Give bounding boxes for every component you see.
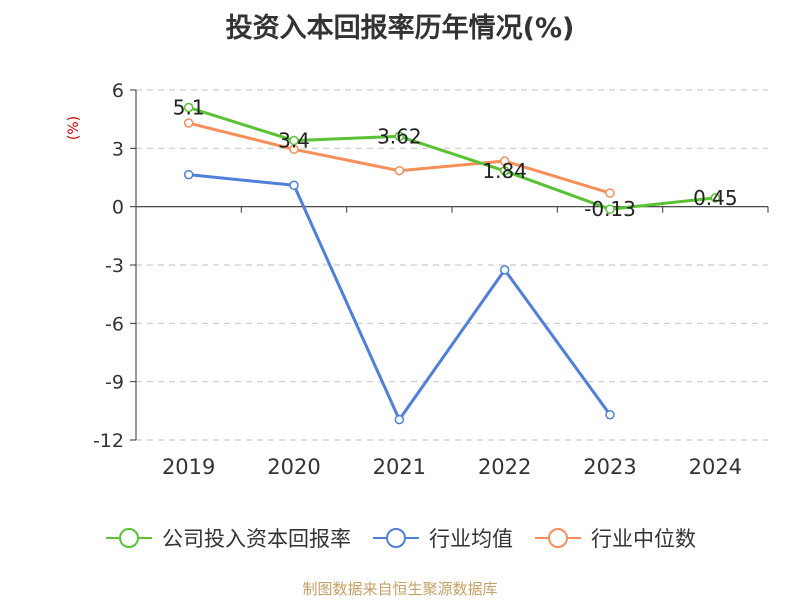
y-tick-label: -6 bbox=[105, 313, 124, 335]
x-tick-label: 2020 bbox=[267, 455, 320, 479]
data-point bbox=[499, 156, 510, 166]
y-tick-label: -9 bbox=[105, 372, 124, 394]
axes: 6 3 0 -3 -6 -9 -12 2019 2020 2021 2022 2023 2024 bbox=[93, 80, 769, 479]
x-tick-label: 2023 bbox=[583, 455, 636, 479]
x-tick-label: 2021 bbox=[373, 455, 426, 479]
legend-item-industry-mean[interactable]: 行业均值 bbox=[371, 523, 513, 553]
legend-label: 公司投入资本回报率 bbox=[162, 527, 351, 551]
data-label: 3.62 bbox=[377, 124, 422, 148]
data-label: 0.45 bbox=[693, 186, 738, 210]
data-label: 1.84 bbox=[482, 159, 527, 183]
data-point bbox=[499, 265, 510, 275]
data-point bbox=[289, 180, 299, 191]
y-tick-label: 0 bbox=[112, 197, 124, 219]
data-point bbox=[605, 409, 615, 420]
data-point bbox=[394, 131, 405, 142]
legend-item-industry-median[interactable]: 行业中位数 bbox=[533, 523, 696, 553]
legend: 公司投入资本回报率 行业均值 行业中位数 bbox=[0, 520, 800, 556]
legend-line-circle-icon bbox=[535, 528, 581, 548]
series-line bbox=[188, 106, 716, 211]
chart-title: 投资入本回报率历年情况(%) bbox=[225, 13, 575, 44]
y-tick-label: 6 bbox=[112, 80, 124, 102]
data-point bbox=[710, 193, 721, 203]
legend-label: 行业均值 bbox=[429, 527, 513, 551]
data-point bbox=[394, 414, 405, 425]
data-point bbox=[605, 204, 615, 214]
x-tick-label: 2022 bbox=[478, 455, 531, 479]
grid-lines bbox=[136, 89, 768, 441]
line-chart: 6 3 0 -3 -6 -9 -12 2019 2020 2021 2022 2023 2024 5.1… bbox=[66, 80, 769, 479]
data-point bbox=[499, 166, 510, 176]
legend-swatch-marker bbox=[548, 528, 568, 548]
x-tick-label: 2019 bbox=[162, 455, 215, 479]
y-tick-label: 3 bbox=[112, 138, 124, 160]
series-line bbox=[188, 173, 612, 422]
data-point bbox=[289, 135, 299, 146]
legend-line-circle-icon bbox=[373, 528, 419, 548]
series bbox=[183, 102, 721, 425]
legend-label: 行业中位数 bbox=[591, 527, 696, 551]
data-point bbox=[183, 118, 194, 128]
legend-line-circle-icon bbox=[106, 528, 152, 548]
y-tick-label: -12 bbox=[93, 430, 124, 452]
data-point bbox=[183, 169, 194, 180]
data-labels: 5.1 3.4 3.62 1.84 -0.13 0.45 bbox=[173, 96, 738, 222]
data-label: 5.1 bbox=[173, 96, 205, 120]
data-point bbox=[394, 165, 405, 176]
x-tick-label: 2024 bbox=[689, 455, 742, 479]
legend-swatch-marker bbox=[119, 528, 139, 548]
data-label: 3.4 bbox=[278, 129, 310, 153]
y-tick-label: -3 bbox=[105, 255, 124, 277]
data-source-note: 制图数据来自恒生聚源数据库 bbox=[302, 580, 498, 598]
data-label: -0.13 bbox=[584, 197, 636, 221]
data-point bbox=[605, 188, 615, 198]
data-point bbox=[183, 102, 194, 113]
legend-item-company[interactable]: 公司投入资本回报率 bbox=[104, 523, 351, 553]
y-axis-unit: (%) bbox=[66, 116, 82, 140]
legend-swatch-marker bbox=[386, 528, 406, 548]
